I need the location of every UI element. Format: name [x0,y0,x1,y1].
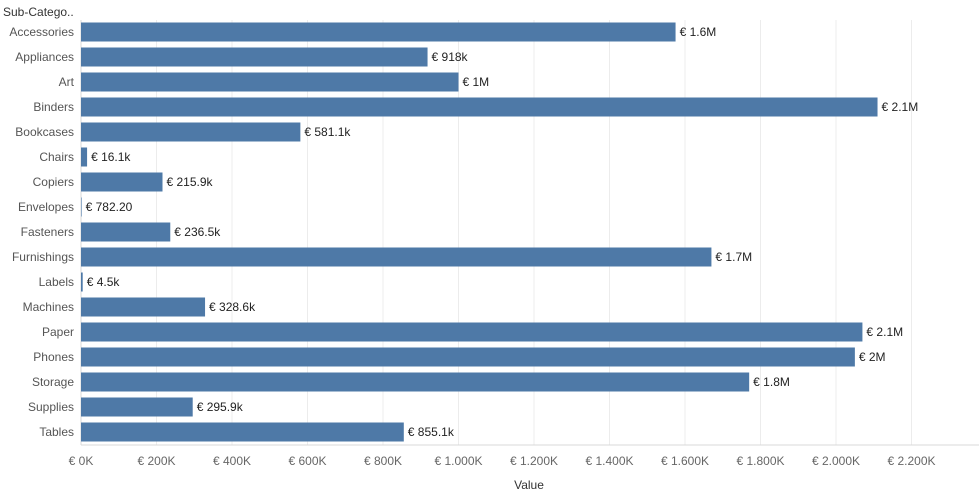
data-label: € 215.9k [167,175,214,189]
data-label: € 2M [859,350,886,364]
x-tick-label: € 400K [213,454,251,468]
bar [81,322,863,342]
category-label: Bookcases [15,125,74,139]
category-label: Labels [39,275,74,289]
data-label: € 2.1M [882,100,919,114]
data-label: € 918k [432,50,469,64]
data-label: € 328.6k [209,300,256,314]
bar [81,72,459,92]
x-tick-label: € 200K [137,454,175,468]
bar [81,272,83,292]
x-tick-label: € 2.200K [887,454,935,468]
data-label: € 236.5k [174,225,221,239]
bar [81,197,82,217]
x-tick-label: € 0K [69,454,94,468]
bar [81,122,301,142]
bar [81,172,163,192]
data-label: € 1M [463,75,490,89]
x-tick-label: € 1.400K [585,454,633,468]
x-tick-label: € 1.600K [661,454,709,468]
category-label: Envelopes [18,200,74,214]
category-label: Copiers [33,175,74,189]
bar [81,422,404,442]
data-label: € 1.6M [680,25,717,39]
data-label: € 581.1k [304,125,351,139]
data-label: € 16.1k [91,150,131,164]
x-tick-label: € 1.000K [434,454,482,468]
x-axis-title: Value [514,478,544,492]
bar [81,372,750,392]
bar [81,47,428,67]
x-tick-label: € 600K [288,454,326,468]
category-label: Chairs [39,150,74,164]
data-label: € 1.8M [753,375,790,389]
category-label: Storage [32,375,74,389]
category-label: Tables [39,425,74,439]
category-label: Phones [33,350,74,364]
bar [81,397,193,417]
bar [81,347,855,367]
category-label: Supplies [28,400,74,414]
category-label: Fasteners [21,225,74,239]
x-tick-label: € 800K [364,454,402,468]
data-label: € 4.5k [87,275,121,289]
bar [81,147,88,167]
category-label: Paper [42,325,74,339]
bar [81,97,878,117]
row-header: Sub-Catego.. [3,5,74,19]
category-label: Art [59,75,75,89]
bar [81,247,712,267]
data-label: € 1.7M [715,250,752,264]
category-label: Binders [33,100,74,114]
category-label: Machines [23,300,74,314]
x-tick-label: € 2.000K [812,454,860,468]
bar [81,222,171,242]
category-label: Appliances [15,50,74,64]
x-tick-label: € 1.200K [510,454,558,468]
x-tick-label: € 1.800K [736,454,784,468]
category-label: Accessories [9,25,74,39]
category-label: Furnishings [12,250,74,264]
data-label: € 855.1k [408,425,455,439]
bar [81,22,676,42]
data-label: € 782.20 [86,200,133,214]
data-label: € 295.9k [197,400,244,414]
data-label: € 2.1M [866,325,903,339]
bar [81,297,206,317]
